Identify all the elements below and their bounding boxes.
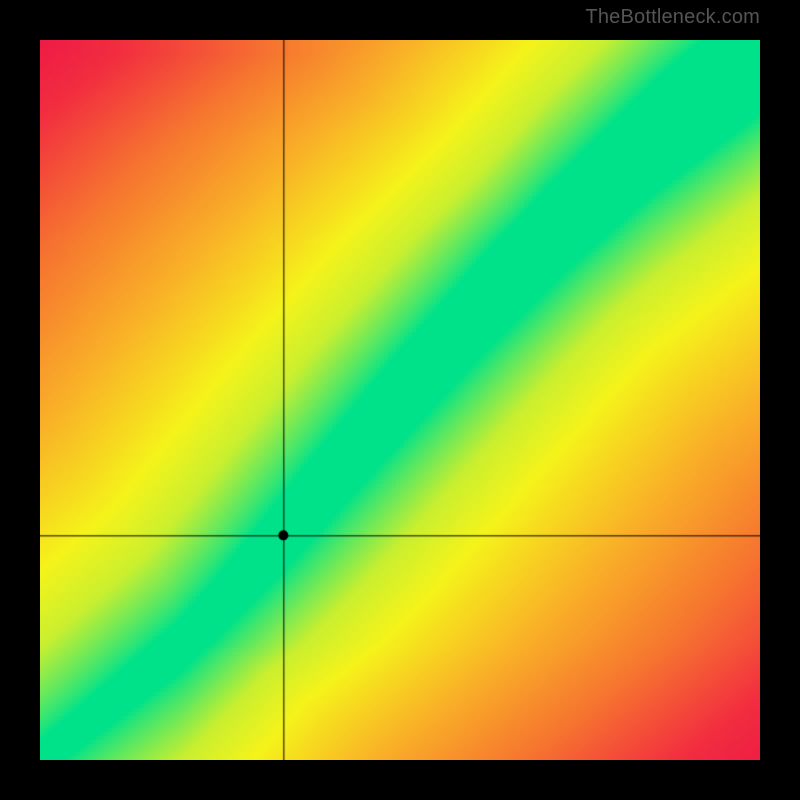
watermark-text: TheBottleneck.com bbox=[585, 6, 760, 29]
bottleneck-heatmap bbox=[40, 40, 760, 760]
chart-frame: TheBottleneck.com bbox=[0, 0, 800, 800]
